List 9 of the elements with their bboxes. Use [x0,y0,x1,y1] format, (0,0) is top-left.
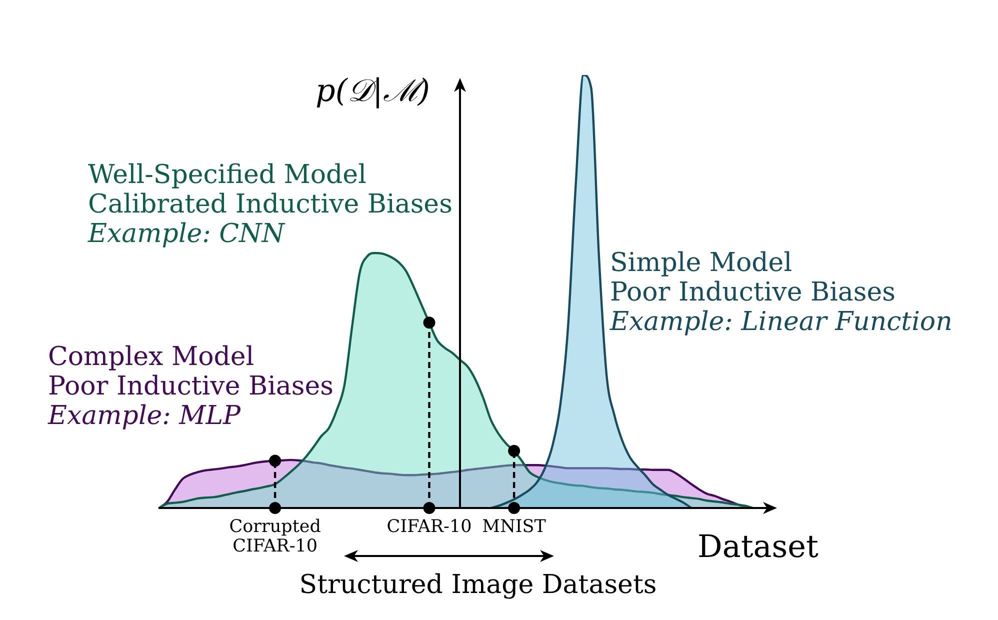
series-label: Well-Specified Model Calibrated Inductive Biases Example: CNN [87,160,452,249]
x-tick-label: CIFAR-10 [386,517,472,538]
series-label: Simple Model Poor Inductive Biases Example: Linear Function [609,248,952,337]
series-label: Complex Model Poor Inductive Biases Example: MLP [47,342,334,431]
x-tick-label: MNIST [482,517,546,538]
x-axis-title: Dataset [698,529,820,566]
x-tick-label: Corrupted CIFAR-10 [229,517,321,556]
text: Structured Image Datasets [299,570,657,600]
y-axis-title: p(𝒟|ℳ) [316,73,430,110]
